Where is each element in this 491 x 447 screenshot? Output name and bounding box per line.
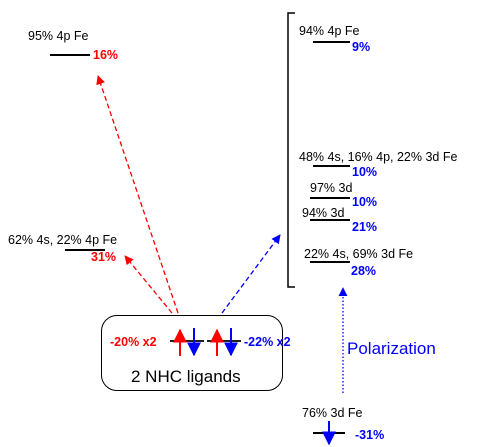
level-label-48-4s: 48% 4s, 16% 4p, 22% 3d Fe xyxy=(299,150,458,164)
ligand-label: 2 NHC ligands xyxy=(131,367,241,386)
dashed-arrow-to-right-block xyxy=(221,234,281,314)
ligand-right-value: -22% x2 xyxy=(244,335,291,349)
ligand-left-value: -20% x2 xyxy=(110,335,157,349)
level-label-97-3d: 97% 3d xyxy=(310,181,353,195)
level-label-62-4s: 62% 4s, 22% 4p Fe xyxy=(8,233,118,247)
level-label-94-4p: 94% 4p Fe xyxy=(299,24,360,38)
contribution-21: 21% xyxy=(352,220,378,234)
level-label-22-4s: 22% 4s, 69% 3d Fe xyxy=(304,247,414,261)
contribution-10-a: 10% xyxy=(352,165,378,179)
contribution-31: 31% xyxy=(91,250,117,264)
contribution-10-b: 10% xyxy=(352,195,378,209)
ligand-box xyxy=(101,315,283,391)
dashed-arrow-to-4p xyxy=(96,75,179,314)
level-label-76-3d: 76% 3d Fe xyxy=(302,406,363,420)
contribution-minus-31: -31% xyxy=(355,428,385,442)
contribution-9: 9% xyxy=(352,40,371,54)
bracket xyxy=(287,12,295,288)
level-label-95-4p: 95% 4p Fe xyxy=(28,29,89,43)
contribution-28: 28% xyxy=(351,264,377,278)
contribution-16: 16% xyxy=(93,48,119,62)
level-label-94-3d: 94% 3d xyxy=(302,206,345,220)
dashed-arrow-to-4s4p xyxy=(124,255,173,314)
polarization-label: Polarization xyxy=(347,339,436,358)
